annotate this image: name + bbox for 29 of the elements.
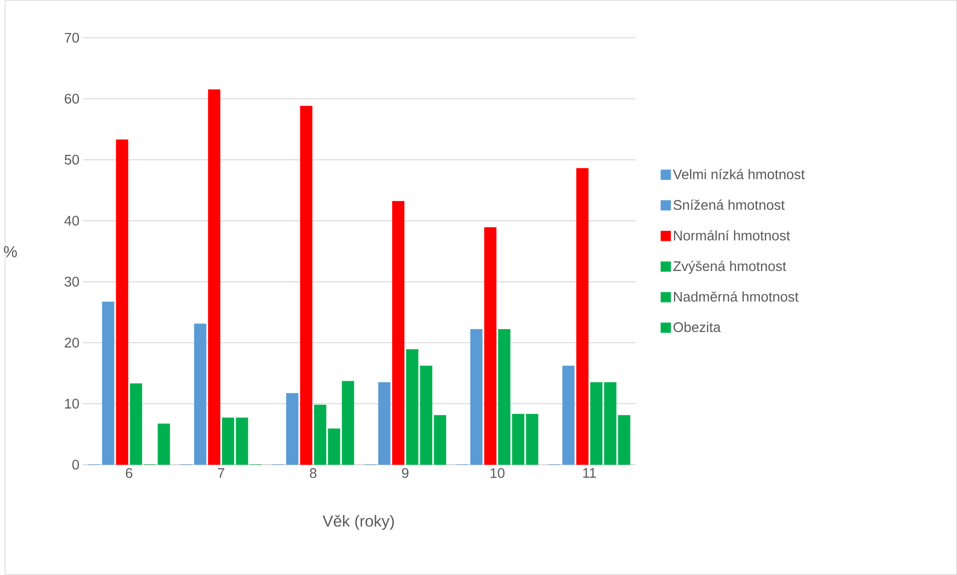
legend-label: Snížená hmotnost [674, 199, 785, 210]
y-tick-label: 10 [65, 398, 79, 409]
x-tick-label: 7 [218, 468, 224, 478]
bar [392, 201, 404, 465]
legend-label: Nadměrná hmotnost [674, 291, 799, 302]
y-axis-title: % [4, 246, 17, 258]
x-axis-title: Věk (roky) [322, 514, 394, 530]
y-tick-label: 70 [64, 32, 79, 43]
y-tick-label: 50 [64, 154, 79, 165]
bar [208, 89, 220, 465]
y-tick-label: 60 [64, 94, 79, 104]
bar [102, 302, 114, 465]
legend-label: Obezita [674, 322, 721, 332]
bar [576, 168, 589, 465]
y-tick-label: 40 [64, 216, 79, 226]
legend-label: Normální hmotnost [674, 230, 790, 240]
y-tick-label: 20 [64, 338, 79, 348]
x-tick-label: 8 [310, 468, 316, 478]
bar [300, 106, 312, 465]
legend-label: Zvýšená hmotnost [673, 260, 786, 274]
x-tick-label: 10 [490, 468, 504, 478]
bar [116, 139, 128, 465]
legend-label: Velmi nízká hmotnost [672, 168, 805, 180]
bar [484, 227, 496, 465]
x-tick-label: 6 [126, 468, 132, 478]
x-tick-label: 9 [402, 468, 408, 478]
x-tick-label: 11 [583, 468, 596, 478]
y-tick-label: 0 [72, 460, 79, 470]
y-tick-label: 30 [64, 276, 79, 287]
